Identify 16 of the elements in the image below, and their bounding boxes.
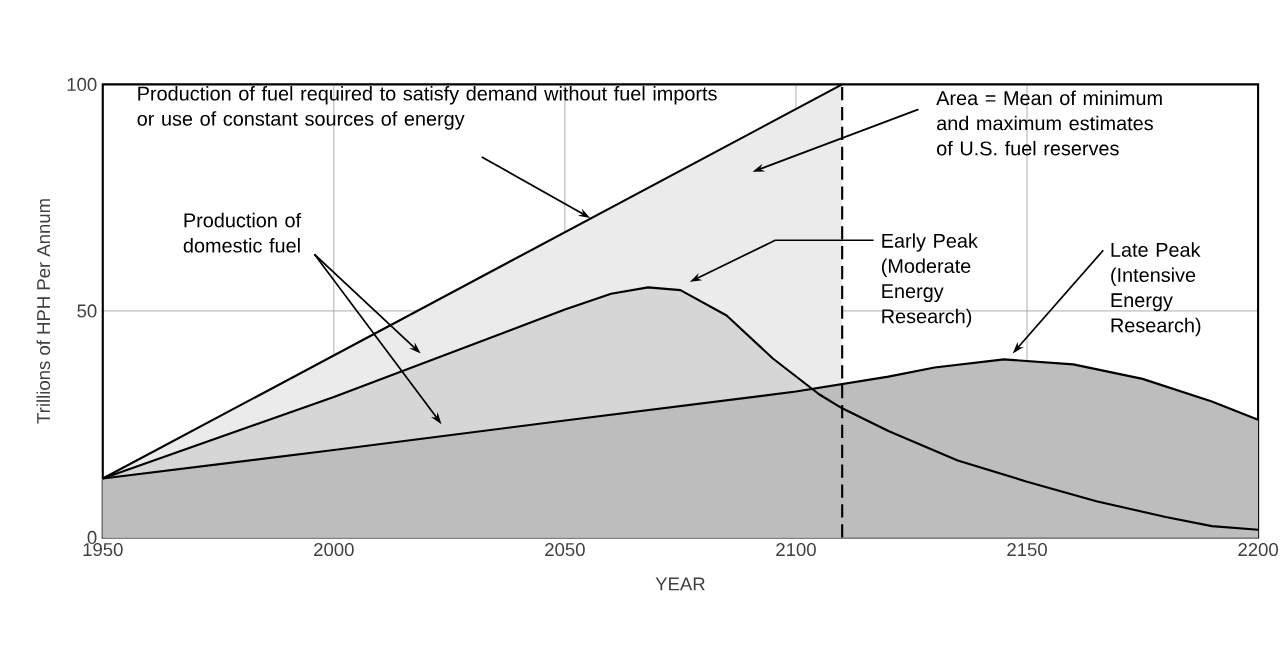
x-tick-label: 2200 (1238, 543, 1278, 557)
y-tick-label: 0 (87, 531, 97, 545)
x-tick-label: 2000 (314, 543, 354, 557)
series-label: Late Peak (Intensive Energy Research) (1111, 242, 1201, 337)
y-tick-label: 100 (67, 78, 97, 92)
x-tick-label: 2100 (776, 543, 816, 557)
y-axis-title: Trillions of HPH Per Annum (36, 199, 51, 424)
series-label: Production of fuel required to satisfy demand without fuel imports or use of constant sources of energy (137, 86, 717, 130)
x-axis-title: YEAR (655, 577, 705, 591)
y-tick-label: 50 (77, 304, 97, 318)
x-tick-label: 2050 (545, 543, 585, 557)
annotation: Area = Mean of minimum and maximum estimates of U.S. fuel reserves (936, 90, 1162, 156)
x-tick-label: 2150 (1007, 543, 1047, 557)
annotation: Production of domestic fuel (183, 213, 302, 253)
x-tick-label: 1950 (83, 543, 123, 557)
text: Early Peak (Moderate Energy Research) (881, 233, 978, 328)
